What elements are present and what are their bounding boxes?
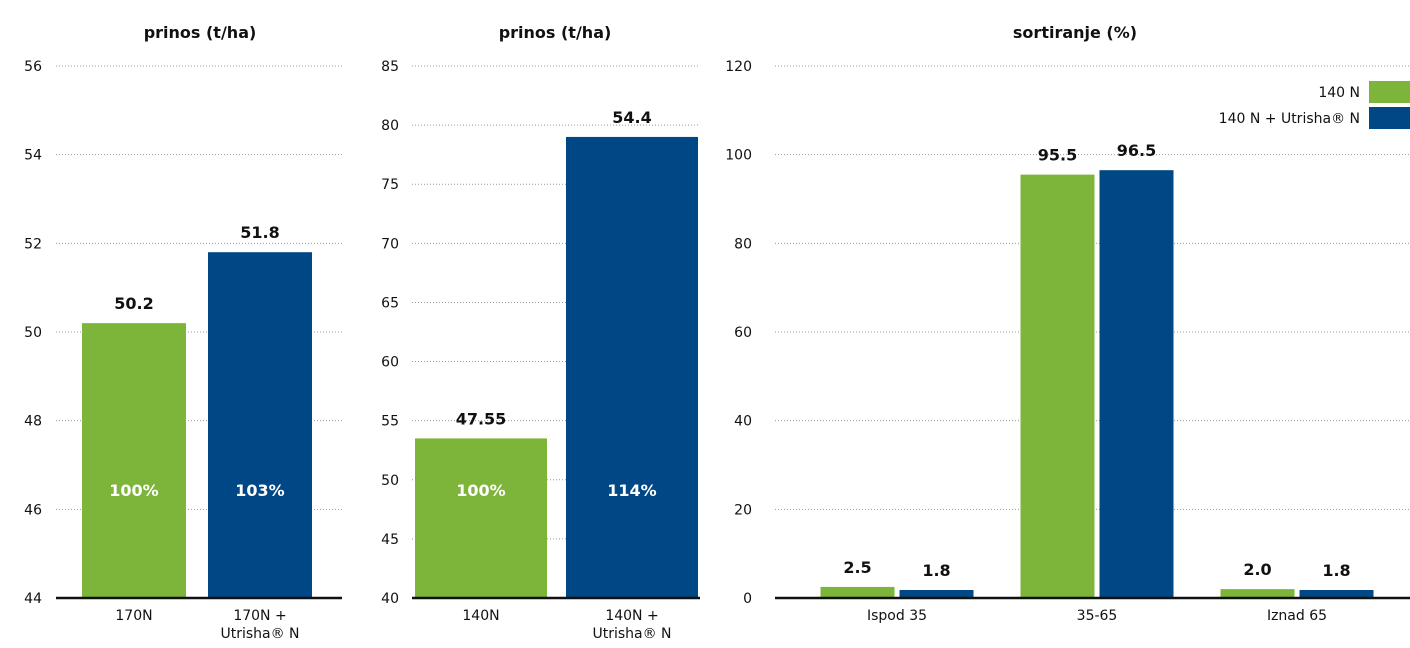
chart-3-value-label: 96.5 — [1117, 141, 1156, 160]
chart-3-legend-label: 140 N + Utrisha® N — [1219, 111, 1360, 127]
chart-2-y-tick-label: 70 — [381, 236, 399, 252]
chart-2-title: prinos (t/ha) — [499, 23, 612, 42]
chart-1-y-tick-label: 52 — [24, 236, 42, 252]
chart-3-category-label: Iznad 65 — [1267, 608, 1327, 624]
chart-3-title: sortiranje (%) — [1013, 23, 1137, 42]
chart-2-y-tick-label: 40 — [381, 591, 399, 607]
chart-2-percent-label: 100% — [456, 481, 505, 500]
chart-2-y-tick-label: 75 — [381, 177, 399, 193]
chart-2-y-tick-label: 65 — [381, 295, 399, 311]
chart-1-y-tick-label: 56 — [24, 59, 42, 75]
chart-3-bar — [899, 590, 974, 598]
chart-3-y-tick-label: 120 — [725, 59, 752, 75]
chart-3-bar — [1020, 174, 1095, 598]
chart-1-percent-label: 103% — [235, 481, 284, 500]
chart-1-value-label: 51.8 — [240, 223, 279, 242]
chart-2-bar — [566, 136, 698, 598]
chart-3-y-tick-label: 80 — [734, 236, 752, 252]
chart-1-y-tick-label: 50 — [24, 325, 42, 341]
chart-3-category-label: 35-65 — [1077, 608, 1118, 624]
chart-3-bar — [1099, 170, 1174, 598]
chart-3-y-tick-label: 60 — [734, 325, 752, 341]
chart-3-bar — [1299, 590, 1374, 598]
chart-1-category-label: 170N + — [233, 608, 286, 624]
chart-3-value-label: 2.5 — [843, 558, 871, 577]
chart-1-y-tick-label: 54 — [24, 148, 42, 164]
chart-1-category-label-line2: Utrisha® N — [220, 626, 299, 642]
chart-2-y-tick-label: 85 — [381, 59, 399, 75]
chart-3-value-label: 95.5 — [1038, 146, 1077, 165]
chart-2-category-label: 140N + — [605, 608, 658, 624]
chart-3-bar — [1220, 589, 1295, 598]
chart-3-y-tick-label: 100 — [725, 148, 752, 164]
chart-3-value-label: 2.0 — [1243, 560, 1271, 579]
chart-2-value-label: 47.55 — [456, 409, 507, 428]
chart-2-y-tick-label: 55 — [381, 414, 399, 430]
chart-2-y-tick-label: 80 — [381, 118, 399, 134]
chart-1-category-label: 170N — [115, 608, 152, 624]
chart-1-bar — [82, 323, 186, 598]
chart-2-percent-label: 114% — [607, 481, 656, 500]
chart-3-legend-label: 140 N — [1318, 85, 1360, 101]
chart-2-bar — [415, 438, 547, 598]
chart-3-y-tick-label: 40 — [734, 414, 752, 430]
chart-3-y-tick-label: 0 — [743, 591, 752, 607]
chart-1-y-tick-label: 48 — [24, 414, 42, 430]
chart-1-value-label: 50.2 — [114, 294, 153, 313]
chart-2-y-tick-label: 45 — [381, 532, 399, 548]
chart-2-category-label: 140N — [462, 608, 499, 624]
chart-3-legend-swatch — [1369, 107, 1410, 129]
chart-1-title: prinos (t/ha) — [144, 23, 257, 42]
chart-1-y-tick-label: 44 — [24, 591, 42, 607]
chart-3-legend-swatch — [1369, 81, 1410, 103]
chart-2-y-tick-label: 50 — [381, 473, 399, 489]
chart-3-category-label: Ispod 35 — [867, 608, 927, 624]
chart-3-y-tick-label: 20 — [734, 502, 752, 518]
chart-2-value-label: 54.4 — [612, 108, 651, 127]
chart-3-value-label: 1.8 — [1322, 561, 1350, 580]
chart-1-bar — [208, 252, 312, 598]
chart-2-y-tick-label: 60 — [381, 355, 399, 371]
chart-3-value-label: 1.8 — [922, 561, 950, 580]
chart-1-y-tick-label: 46 — [24, 502, 42, 518]
chart-1-percent-label: 100% — [109, 481, 158, 500]
chart-2-category-label-line2: Utrisha® N — [592, 626, 671, 642]
chart-3-bar — [820, 586, 895, 598]
